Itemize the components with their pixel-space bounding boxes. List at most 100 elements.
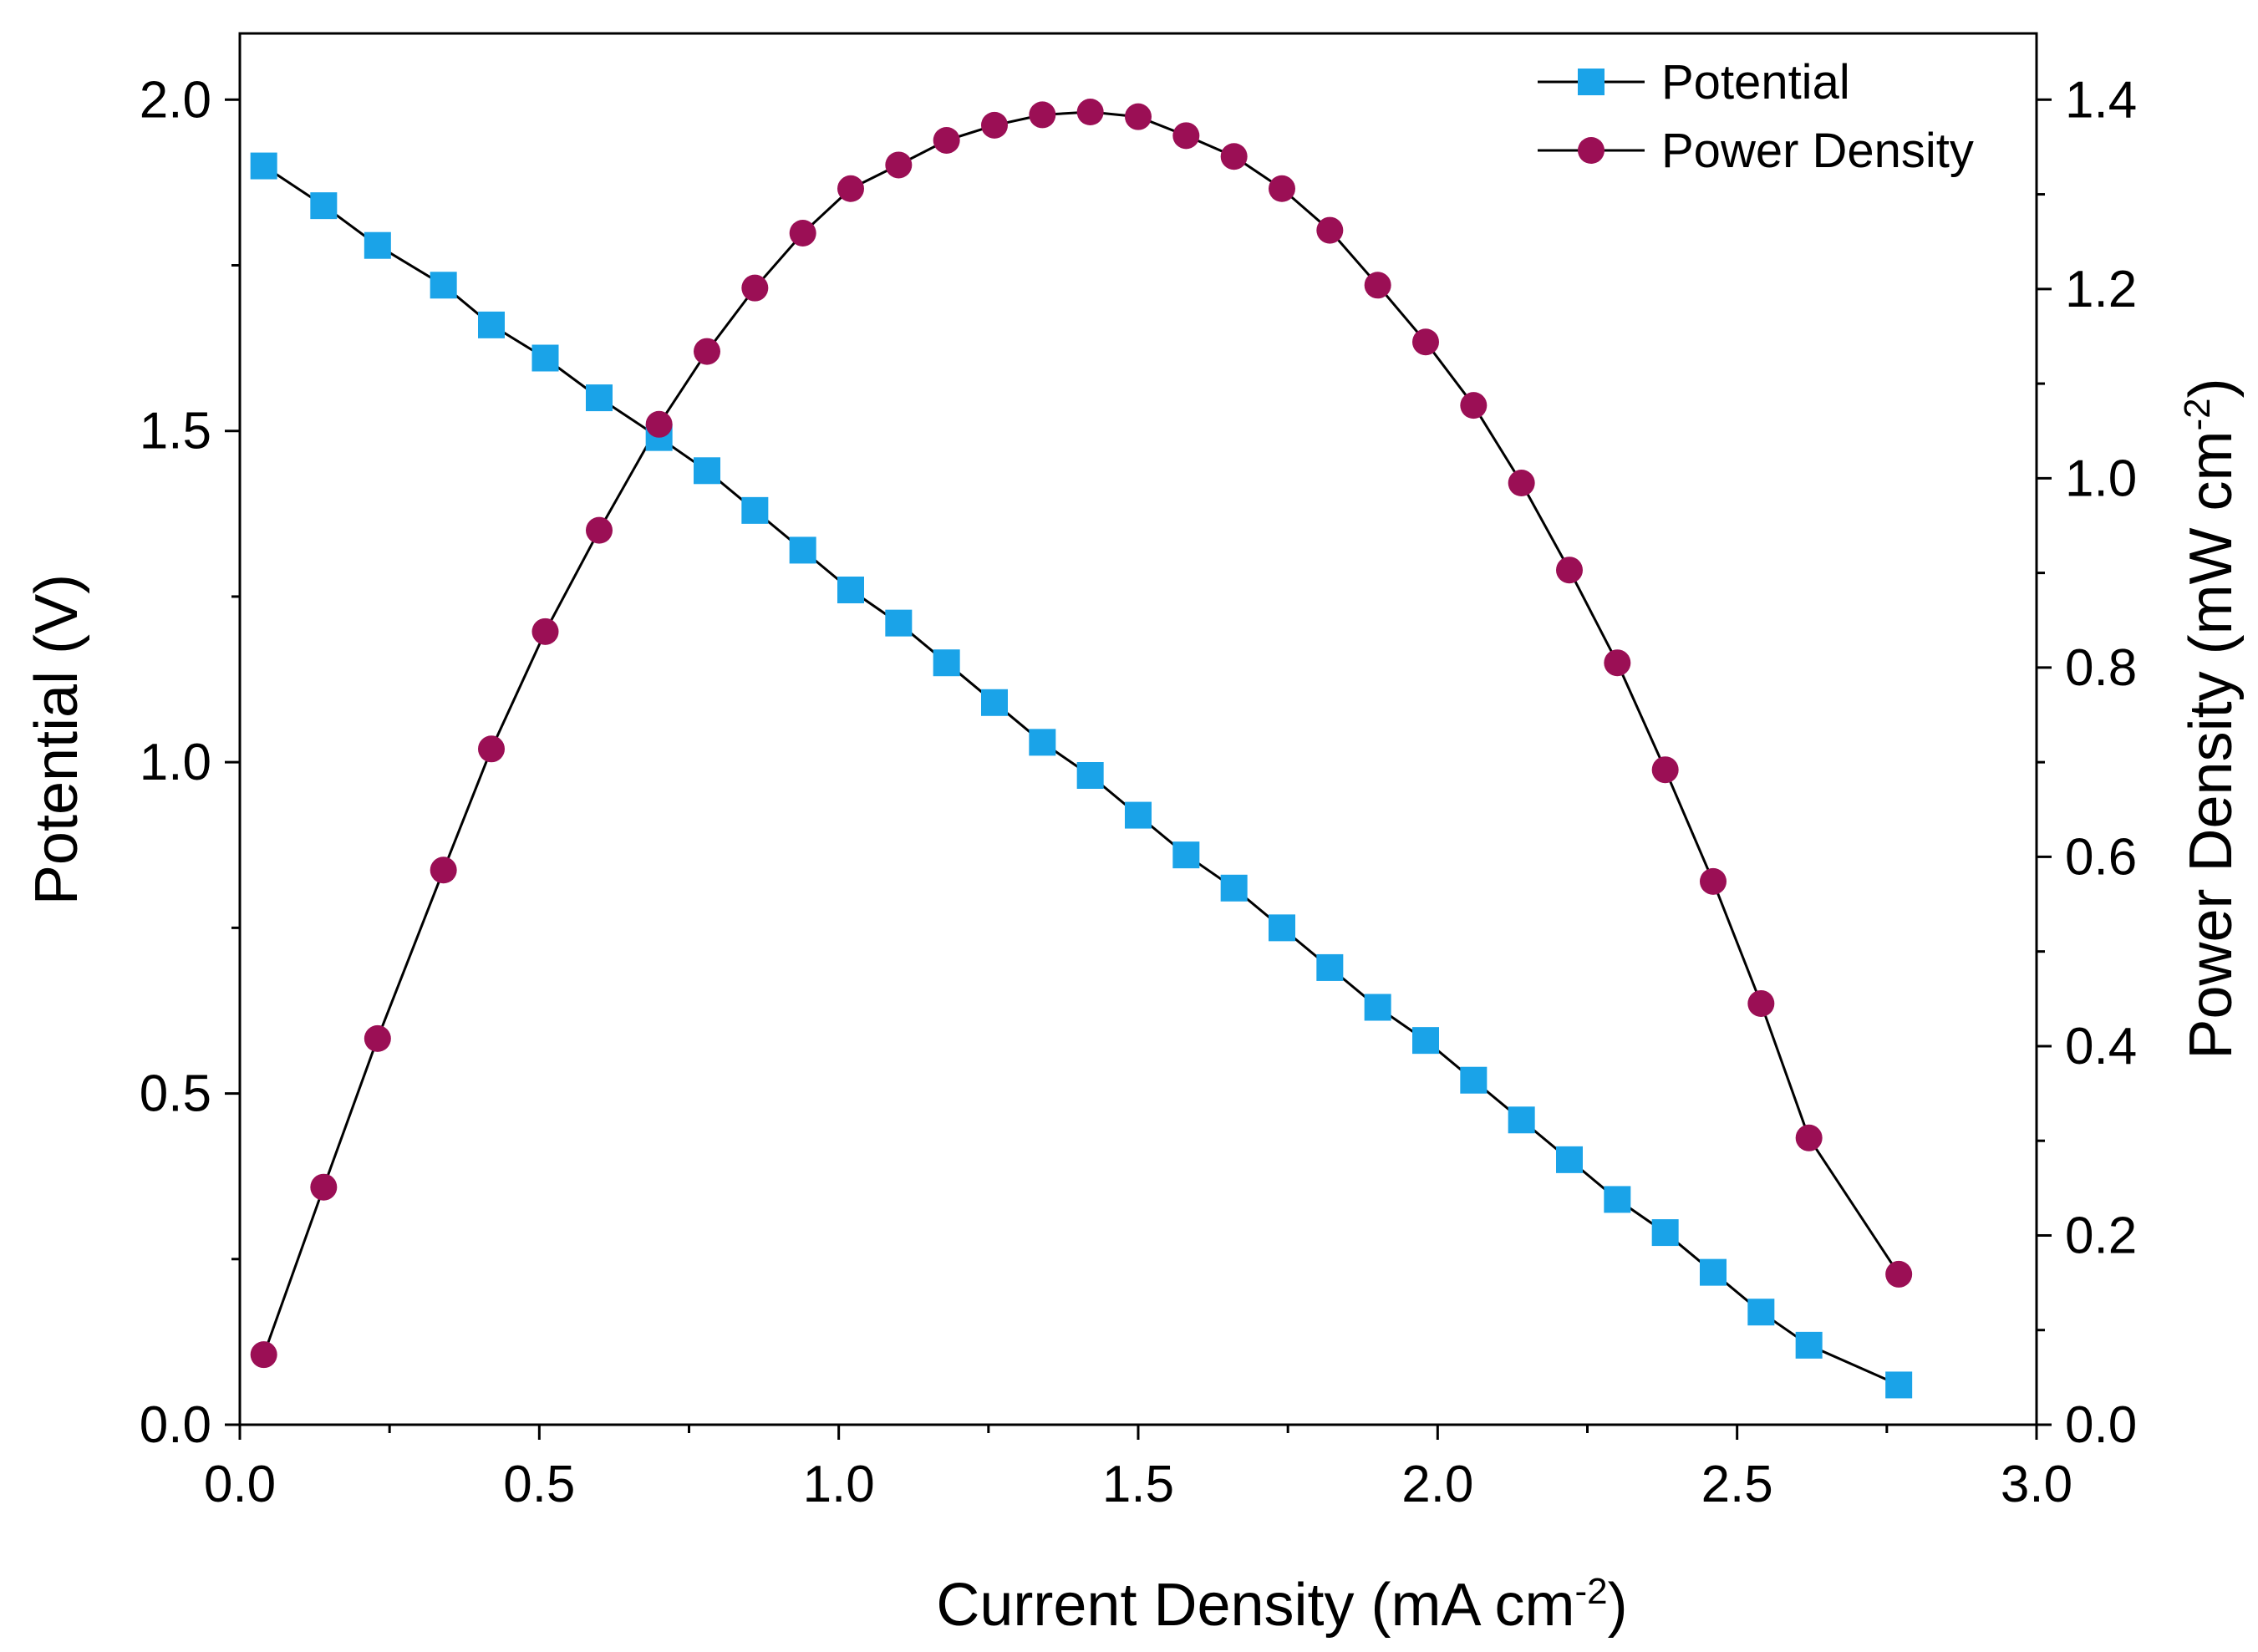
data-point-potential xyxy=(1700,1258,1727,1286)
data-point-power-density xyxy=(1885,1260,1913,1288)
legend-marker-potential xyxy=(1578,69,1605,95)
data-point-power-density xyxy=(531,618,559,645)
data-point-power-density xyxy=(1316,216,1344,244)
data-point-potential xyxy=(250,152,277,180)
data-point-potential xyxy=(1747,1299,1775,1326)
axes-layer: 0.0 0.5 1.0 1.5 2.0 2.5 3.00.00.51.01.52.00.00… xyxy=(140,32,2137,1513)
y-right-tick-label: 0.8 xyxy=(2065,639,2137,697)
data-point-potential xyxy=(933,649,960,677)
y-right-tick-label: 0.0 xyxy=(2065,1396,2137,1454)
data-point-power-density xyxy=(1795,1124,1823,1151)
y-left-tick-label: 1.5 xyxy=(140,403,211,460)
x-tick-label: 1.5 xyxy=(1102,1456,1174,1513)
data-point-power-density xyxy=(1269,175,1295,202)
series-line-power-density xyxy=(262,110,1900,1355)
y-right-tick-label: 0.4 xyxy=(2065,1018,2137,1075)
data-point-potential xyxy=(478,311,505,338)
data-point-power-density xyxy=(1412,328,1439,356)
data-point-power-density xyxy=(250,1341,277,1369)
data-point-potential xyxy=(1029,729,1056,756)
data-point-power-density xyxy=(694,338,720,365)
data-point-power-density xyxy=(885,151,913,179)
legend-label-power-density: Power Density xyxy=(1661,124,1974,178)
y-right-tick-label: 1.0 xyxy=(2065,450,2137,507)
data-point-potential xyxy=(1412,1027,1439,1055)
data-point-power-density xyxy=(1125,103,1152,130)
data-point-potential xyxy=(694,457,720,485)
data-point-power-density xyxy=(933,126,960,154)
data-point-power-density xyxy=(741,274,769,302)
y-left-tick-label: 2.0 xyxy=(140,71,211,129)
x-axis-title: Current Density (mA cm-2) xyxy=(936,1571,1627,1639)
plot-frame xyxy=(238,32,2038,1426)
legend-item-power-density: Power Density xyxy=(1538,124,1974,178)
data-point-potential xyxy=(1364,994,1391,1021)
data-point-power-density xyxy=(1364,272,1391,299)
data-point-power-density xyxy=(789,219,816,247)
data-point-potential xyxy=(741,496,769,524)
data-point-potential xyxy=(531,344,559,372)
data-point-power-density xyxy=(478,735,505,763)
y-axis-right-title: Power Density (mW cm-2) xyxy=(2177,378,2245,1059)
x-tick-label: 1.0 xyxy=(803,1456,875,1513)
series-markers-layer xyxy=(250,99,1913,1399)
data-point-potential xyxy=(364,231,391,259)
data-point-power-density xyxy=(1604,649,1631,677)
data-point-potential xyxy=(1556,1146,1583,1173)
x-tick-label: 3.0 xyxy=(2001,1456,2072,1513)
data-point-power-density xyxy=(837,175,864,202)
data-point-potential xyxy=(310,192,338,220)
legend-marker-power-density xyxy=(1578,137,1605,164)
y-right-tick-label: 1.2 xyxy=(2065,261,2137,318)
data-point-power-density xyxy=(1508,470,1535,497)
data-point-power-density xyxy=(1029,101,1056,129)
data-point-potential xyxy=(981,689,1008,716)
data-point-power-density xyxy=(981,111,1008,139)
data-point-potential xyxy=(1125,801,1152,829)
data-point-power-density xyxy=(430,856,457,884)
x-tick-label: 2.5 xyxy=(1701,1456,1773,1513)
data-point-potential xyxy=(430,272,457,299)
data-point-potential xyxy=(586,384,613,412)
x-tick-label: 2.0 xyxy=(1401,1456,1473,1513)
data-point-potential xyxy=(1076,762,1104,789)
data-point-power-density xyxy=(1700,867,1727,895)
y-right-tick-label: 0.6 xyxy=(2065,828,2137,886)
data-point-power-density xyxy=(310,1173,338,1201)
data-point-power-density xyxy=(645,410,673,438)
legend-item-potential: Potential xyxy=(1538,55,1850,109)
y-left-tick-label: 0.5 xyxy=(140,1065,211,1123)
data-point-power-density xyxy=(586,516,613,544)
data-point-potential xyxy=(789,536,816,564)
legend: Potential Power Density xyxy=(1538,55,1974,178)
y-right-tick-label: 1.4 xyxy=(2065,71,2137,129)
y-left-tick-label: 1.0 xyxy=(140,734,211,791)
data-point-power-density xyxy=(364,1024,391,1052)
x-tick-label: 0.5 xyxy=(503,1456,575,1513)
data-point-potential xyxy=(1795,1331,1823,1359)
data-point-power-density xyxy=(1747,989,1775,1017)
data-point-potential xyxy=(885,609,913,637)
x-tick-label: 0.0 xyxy=(204,1456,276,1513)
data-point-potential xyxy=(1508,1106,1535,1134)
data-point-potential xyxy=(1604,1186,1631,1213)
series-lines-layer xyxy=(262,110,1900,1386)
data-point-potential xyxy=(1651,1219,1679,1247)
data-point-potential xyxy=(1172,841,1200,869)
y-axis-left-title: Potential (V) xyxy=(23,574,90,905)
data-point-potential xyxy=(1316,953,1344,981)
data-point-power-density xyxy=(1172,122,1200,150)
y-left-tick-label: 0.0 xyxy=(140,1396,211,1454)
data-point-potential xyxy=(837,577,864,603)
data-point-power-density xyxy=(1220,143,1248,170)
data-point-power-density xyxy=(1076,99,1104,126)
data-point-power-density xyxy=(1460,392,1488,419)
y-right-tick-label: 0.2 xyxy=(2065,1207,2137,1264)
data-point-potential xyxy=(1460,1066,1488,1094)
data-point-power-density xyxy=(1651,756,1679,784)
data-point-potential xyxy=(1885,1371,1913,1399)
data-point-power-density xyxy=(1556,557,1583,584)
data-point-potential xyxy=(1220,874,1248,902)
